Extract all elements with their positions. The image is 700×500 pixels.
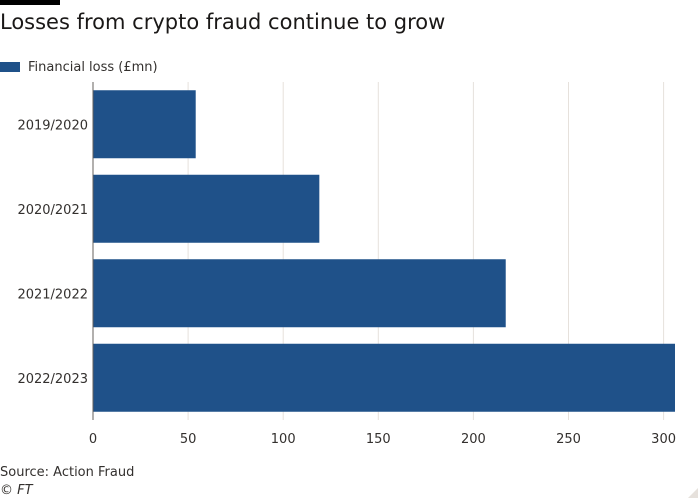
y-category-label: 2020/2021	[17, 203, 88, 218]
x-tick-label: 250	[556, 432, 581, 447]
bar	[93, 174, 320, 243]
bar	[93, 90, 196, 159]
chart-title: Losses from crypto fraud continue to gro…	[0, 10, 446, 34]
x-tick-label: 50	[180, 432, 197, 447]
legend-swatch	[0, 62, 20, 72]
bar-chart: 0 50 100 150 200 250 300 2019/2020 2020/2021 2021…	[17, 82, 676, 447]
x-tick-label: 100	[271, 432, 296, 447]
bar	[93, 259, 506, 328]
corner-fold-icon	[688, 488, 698, 498]
x-tick-label: 200	[461, 432, 486, 447]
legend-label: Financial loss (£mn)	[28, 59, 158, 75]
x-tick-label: 150	[366, 432, 391, 447]
legend: Financial loss (£mn)	[0, 58, 158, 76]
y-category-label: 2022/2023	[17, 372, 88, 387]
source-note: Source: Action Fraud	[0, 465, 135, 480]
y-category-label: 2019/2020	[17, 118, 88, 133]
x-tick-label: 300	[651, 432, 676, 447]
top-accent-bar	[0, 0, 60, 5]
bar	[93, 343, 675, 412]
copyright-credit: © FT	[0, 483, 33, 498]
x-tick-label: 0	[89, 432, 97, 447]
y-category-label: 2021/2022	[17, 287, 88, 302]
